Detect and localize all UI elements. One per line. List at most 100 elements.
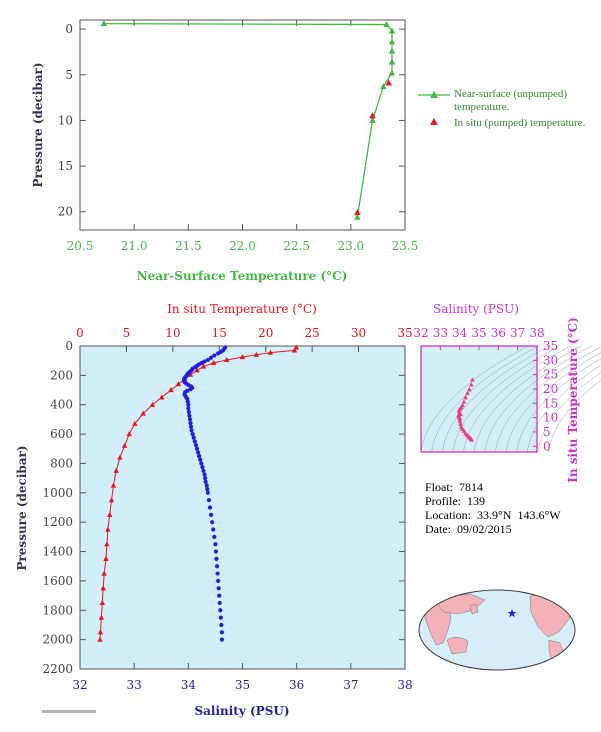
legend-near-surface-label: Near-surface (unpumped) temperature.: [454, 88, 568, 113]
salinity-marker: [186, 406, 191, 411]
temperature-marker: [108, 497, 115, 503]
world-map: [418, 589, 576, 671]
profile-chart: 0 5 10 15 20 25 30 35 32 33 34 35 36 37 38 0 200 400 600…: [15, 302, 413, 718]
salinity-marker: [191, 435, 196, 440]
salinity-marker: [203, 476, 208, 481]
salinity-marker: [213, 549, 219, 554]
near-surface-x-tick-label: 22.0: [229, 239, 256, 253]
temperature-tick-label: 10: [165, 326, 180, 340]
near-surface-y-tick-label: 0: [65, 22, 73, 36]
ts-temperature-tick-label: 15: [543, 396, 558, 410]
temperature-marker: [97, 629, 104, 635]
ts-salinity-title: Salinity (PSU): [433, 302, 519, 316]
legend-in-situ-label: In situ (pumped) temperature.: [454, 117, 586, 129]
salinity-tick-label: 38: [397, 678, 412, 692]
salinity-profile-markers: [181, 345, 228, 642]
salinity-marker: [192, 439, 197, 444]
temperature-marker: [103, 555, 109, 561]
salinity-marker: [194, 446, 200, 451]
salinity-marker: [205, 357, 210, 363]
ts-density-contours: [420, 345, 601, 453]
salinity-marker: [208, 512, 214, 517]
salinity-marker: [200, 465, 205, 470]
near-surface-marker: [100, 20, 108, 27]
pressure-tick-label: 1200: [42, 515, 73, 529]
temperature-marker: [224, 356, 230, 363]
salinity-marker: [197, 454, 202, 459]
temperature-marker: [121, 442, 128, 448]
in-situ-markers: [354, 79, 392, 216]
ts-density-contour: [452, 345, 560, 453]
ts-salinity-tick-label: 32: [413, 326, 428, 340]
ts-marker: [456, 413, 461, 418]
ts-marker: [463, 430, 468, 436]
pressure-tick-label: 800: [50, 456, 73, 470]
near-surface-y-tick-label: 15: [58, 159, 73, 173]
salinity-marker: [213, 542, 218, 547]
in-situ-marker: [354, 209, 361, 216]
ts-temperature-tick-label: 35: [543, 339, 558, 353]
near-surface-x-ticks: 20.5 21.0 21.5 22.0 22.5 23.0 23.5: [67, 20, 418, 253]
ts-marker: [463, 394, 468, 400]
salinity-axis-title: Salinity (PSU): [194, 704, 289, 718]
near-surface-x-tick-label: 23.0: [337, 239, 364, 253]
salinity-marker: [216, 586, 221, 591]
salinity-marker: [208, 355, 214, 360]
temperature-marker: [97, 636, 103, 642]
ts-density-contour: [442, 345, 550, 453]
ts-marker: [460, 426, 465, 431]
salinity-marker: [211, 527, 216, 532]
near-surface-y-label: Pressure (decibar): [31, 62, 45, 187]
near-surface-y-tick-label: 20: [58, 205, 73, 219]
ts-density-contour: [495, 346, 601, 453]
near-surface-x-label: Near-Surface Temperature (°C): [137, 269, 348, 283]
temperature-marker: [99, 599, 105, 606]
credit-smudge: [42, 710, 96, 713]
temperature-axis-ticks: 0 5 10 15 20 25 30 35: [76, 326, 413, 352]
near-surface-marker: [388, 69, 396, 76]
temperature-marker: [126, 431, 132, 437]
salinity-marker: [217, 600, 222, 606]
temperature-tick-label: 25: [305, 326, 320, 340]
ts-temperature-tick-label: 30: [543, 353, 558, 367]
ts-temperature-tick-label: 20: [543, 382, 558, 396]
pressure-axis-ticks: 0 200 400 600 800 1000 1200 1400 1600 1800 2000 220…: [42, 339, 405, 676]
near-surface-y-tick-label: 5: [65, 68, 73, 82]
temperature-marker: [105, 526, 111, 532]
temperature-marker: [211, 359, 217, 365]
salinity-marker: [212, 353, 217, 358]
near-surface-series-line: [103, 23, 393, 218]
near-surface-marker: [388, 47, 396, 54]
salinity-marker: [204, 483, 209, 488]
pressure-tick-label: 1800: [42, 603, 73, 617]
ts-marker: [458, 424, 464, 429]
near-surface-marker: [369, 116, 376, 123]
temperature-profile-markers: [97, 344, 300, 642]
ts-marker: [466, 386, 472, 392]
salinity-marker: [207, 505, 213, 510]
pressure-tick-label: 0: [65, 339, 73, 353]
ts-marker: [468, 382, 474, 387]
ts-salinity-tick-label: 36: [491, 326, 506, 340]
near-surface-marker: [388, 38, 396, 45]
profile-date: Date: 09/02/2015: [425, 522, 512, 536]
salinity-marker: [219, 622, 224, 628]
legend-near-surface-marker: [430, 91, 438, 98]
float-location-star-icon: [507, 609, 517, 618]
salinity-marker: [210, 520, 215, 525]
salinity-marker: [202, 472, 207, 477]
pressure-tick-label: 1400: [42, 545, 73, 559]
temperature-marker: [117, 454, 123, 460]
salinity-marker: [217, 593, 222, 598]
temperature-marker: [253, 351, 260, 357]
ts-density-contour: [527, 365, 601, 453]
ts-density-contour: [431, 345, 539, 453]
ts-salinity-tick-label: 34: [452, 326, 468, 340]
pressure-tick-label: 2200: [42, 662, 73, 676]
temperature-marker: [149, 401, 156, 407]
legend-in-situ-marker: [430, 118, 438, 125]
temperature-marker: [104, 541, 110, 547]
salinity-marker: [188, 424, 194, 429]
